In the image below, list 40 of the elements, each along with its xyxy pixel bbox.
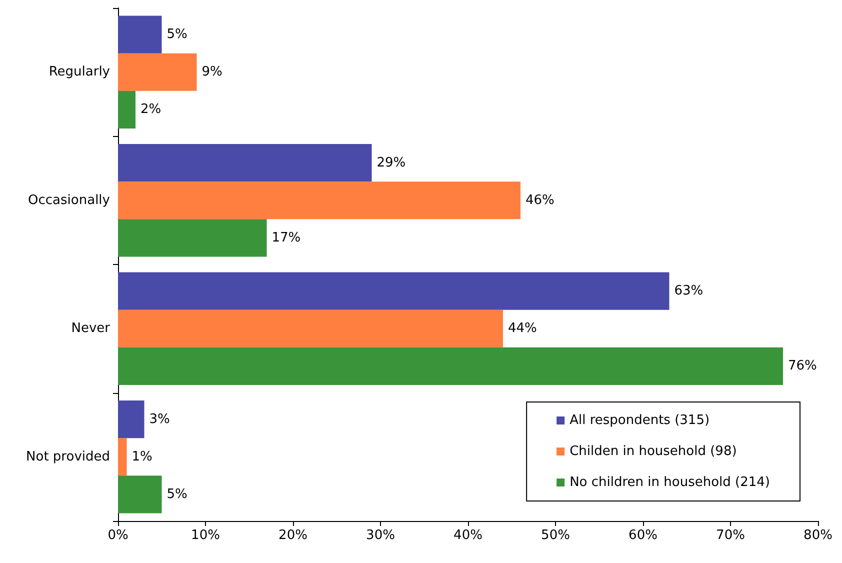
x-tick-label: 0% (108, 528, 128, 543)
x-tick-label: 20% (278, 528, 308, 543)
data-label: 44% (508, 321, 537, 336)
y-tick-label: Regularly (48, 64, 110, 80)
bar (118, 272, 670, 310)
data-label: 3% (149, 412, 170, 427)
x-tick-label: 10% (191, 528, 220, 543)
y-tick-label: Never (71, 321, 111, 336)
bar (118, 219, 267, 257)
x-tick-label: 70% (716, 528, 745, 543)
data-label: 17% (272, 230, 301, 246)
data-label: 2% (140, 102, 162, 118)
legend-label: All respondents (315) (570, 413, 710, 428)
x-tick-label: 80% (804, 528, 832, 543)
bar (118, 347, 783, 386)
legend-label: Childen in household (98) (570, 444, 737, 459)
bar (118, 16, 162, 54)
x-tick-label: 40% (454, 528, 482, 543)
bar (118, 144, 372, 182)
data-label: 1% (132, 449, 152, 464)
data-label: 5% (166, 27, 188, 42)
bar (118, 476, 162, 514)
bar (118, 53, 197, 91)
data-label: 46% (526, 192, 554, 208)
data-label: 76% (788, 358, 817, 374)
y-tick-label: Not provided (26, 449, 110, 464)
data-label: 5% (166, 486, 188, 502)
y-tick-label: Occasionally (28, 192, 110, 208)
legend-label: No children in household (214) (570, 475, 770, 490)
data-label: 29% (376, 155, 406, 170)
x-tick-label: 60% (628, 528, 658, 543)
bar (118, 310, 503, 348)
x-tick-label: 30% (366, 528, 395, 543)
bar (118, 90, 136, 129)
bar (118, 182, 520, 220)
data-label: 9% (202, 64, 222, 80)
data-label: 63% (674, 284, 704, 299)
bar (118, 400, 144, 438)
x-tick-label: 50% (541, 528, 570, 543)
bar (118, 438, 127, 476)
